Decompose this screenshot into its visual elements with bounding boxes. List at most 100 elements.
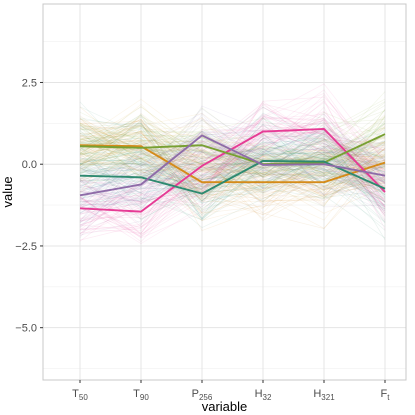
background-line — [79, 126, 386, 194]
background-line — [79, 98, 386, 169]
background-line — [79, 127, 386, 206]
background-line — [79, 119, 386, 220]
series-line — [79, 144, 386, 184]
background-line — [79, 115, 386, 207]
background-line — [79, 125, 386, 177]
background-line — [79, 119, 386, 165]
background-line — [79, 125, 386, 221]
background-line — [79, 153, 386, 208]
y-tick-label: 2.5 — [22, 77, 37, 89]
background-line — [79, 132, 386, 185]
background-line — [79, 127, 386, 178]
background-line — [79, 96, 386, 205]
background-line — [79, 122, 386, 188]
background-line — [79, 125, 386, 183]
background-line — [79, 132, 386, 202]
background-line — [79, 140, 386, 203]
background-line — [79, 127, 386, 171]
x-tick-label: Ft — [381, 388, 391, 402]
background-line — [79, 106, 386, 202]
background-line — [79, 129, 386, 228]
background-line — [79, 143, 386, 201]
background-line — [79, 141, 386, 189]
background-line — [79, 160, 386, 223]
background-line — [79, 91, 386, 195]
background-line — [79, 105, 386, 202]
background-line — [79, 138, 386, 202]
background-line — [79, 131, 386, 188]
background-line — [79, 135, 386, 214]
background-line — [79, 117, 386, 183]
background-line — [79, 144, 386, 209]
background-line — [79, 129, 386, 203]
background-line — [79, 106, 386, 192]
x-tick-label: P256 — [192, 388, 213, 402]
background-line — [79, 119, 386, 210]
background-line — [79, 139, 386, 192]
background-line — [79, 140, 386, 202]
background-line — [79, 116, 386, 198]
background-line — [79, 120, 386, 187]
background-line — [79, 101, 386, 231]
background-line — [79, 118, 386, 212]
background-line — [79, 131, 386, 171]
x-tick-label: T90 — [133, 388, 149, 402]
background-line — [79, 106, 386, 192]
background-line — [79, 131, 386, 179]
background-line — [79, 166, 386, 209]
background-line — [79, 170, 386, 228]
background-line — [79, 140, 386, 201]
background-line — [79, 135, 386, 190]
background-line — [79, 121, 386, 183]
background-line — [79, 116, 386, 177]
background-line — [79, 150, 386, 193]
background-line — [79, 132, 386, 220]
background-line — [79, 124, 386, 198]
background-line — [79, 114, 386, 192]
background-line — [79, 140, 386, 221]
background-line — [79, 111, 386, 175]
background-line — [79, 92, 386, 221]
background-line — [79, 117, 386, 231]
background-line — [79, 114, 386, 220]
background-line — [79, 133, 386, 178]
background-line — [79, 102, 386, 234]
background-line — [79, 110, 386, 237]
background-line — [79, 127, 386, 231]
background-line — [79, 163, 386, 204]
background-line — [79, 138, 386, 200]
panel-border — [42, 3, 407, 381]
background-line — [79, 101, 386, 194]
background-line — [79, 105, 386, 161]
background-line — [79, 123, 386, 211]
background-line — [79, 113, 386, 220]
background-line — [79, 118, 386, 190]
x-tick-label: H321 — [313, 388, 335, 402]
background-line — [79, 162, 386, 206]
background-line — [79, 124, 386, 197]
background-line — [79, 98, 386, 193]
background-line — [79, 116, 386, 222]
background-line — [79, 113, 386, 235]
background-line — [79, 153, 386, 202]
background-line — [79, 117, 386, 159]
y-tick-labels: 2.5 0.0 −2.5 −5.0 — [15, 77, 37, 334]
background-line — [79, 130, 386, 191]
background-line — [79, 119, 386, 235]
background-line — [79, 147, 386, 199]
background-line — [79, 152, 386, 171]
background-line — [79, 106, 386, 230]
background-line — [79, 144, 386, 215]
background-line — [79, 106, 386, 219]
background-line — [79, 130, 386, 209]
background-line — [79, 104, 386, 212]
background-line — [79, 132, 386, 199]
background-line — [79, 134, 386, 180]
background-line — [79, 122, 386, 198]
background-line — [79, 137, 386, 240]
background-line — [79, 89, 386, 223]
background-line — [79, 123, 386, 169]
background-line — [79, 125, 386, 174]
background-line — [79, 141, 386, 203]
